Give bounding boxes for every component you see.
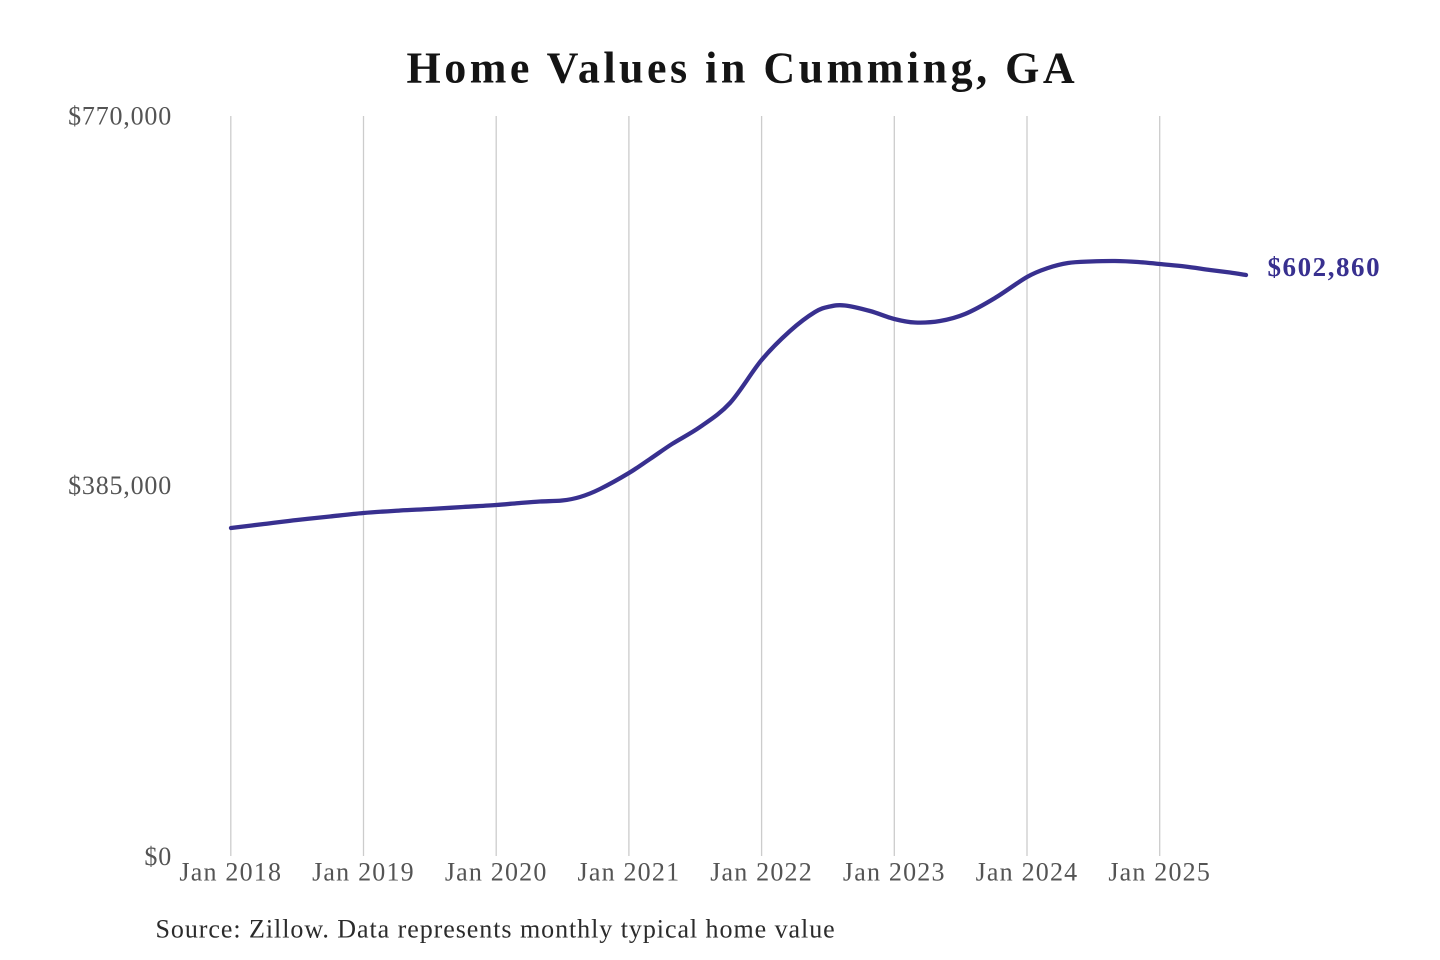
svg-text:Jan 2018: Jan 2018: [179, 858, 282, 887]
svg-text:$385,000: $385,000: [68, 471, 172, 500]
svg-text:Jan 2023: Jan 2023: [843, 858, 946, 887]
svg-text:$770,000: $770,000: [68, 102, 172, 131]
svg-text:Jan 2019: Jan 2019: [312, 858, 415, 887]
svg-text:Home Values in Cumming, GA: Home Values in Cumming, GA: [406, 44, 1078, 93]
svg-text:Jan 2024: Jan 2024: [976, 858, 1079, 887]
svg-text:$602,860: $602,860: [1268, 252, 1382, 282]
svg-text:Jan 2021: Jan 2021: [578, 858, 681, 887]
svg-text:$0: $0: [144, 842, 172, 871]
svg-text:Source: Zillow. Data represent: Source: Zillow. Data represents monthly …: [156, 915, 836, 944]
svg-text:Jan 2025: Jan 2025: [1108, 858, 1211, 887]
svg-text:Jan 2022: Jan 2022: [710, 858, 813, 887]
svg-text:Jan 2020: Jan 2020: [445, 858, 548, 887]
